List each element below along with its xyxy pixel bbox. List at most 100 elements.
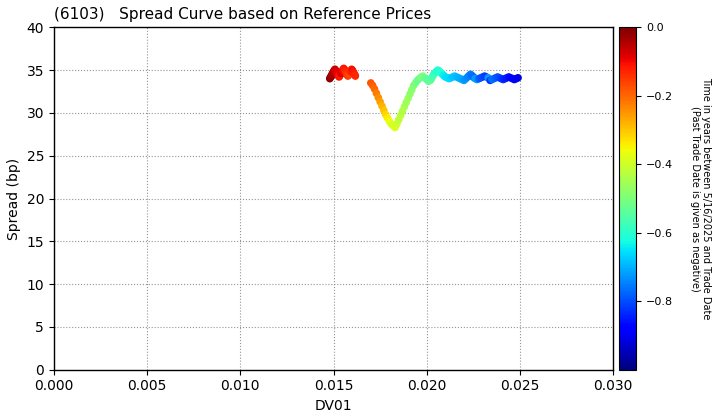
Point: [347, 68, 359, 75]
Point: [324, 75, 336, 82]
Point: [348, 70, 360, 77]
Point: [481, 74, 492, 80]
Point: [349, 73, 361, 79]
Point: [390, 124, 401, 131]
Point: [462, 74, 474, 80]
Point: [437, 71, 449, 78]
Point: [488, 75, 500, 82]
Point: [334, 72, 346, 79]
Point: [331, 69, 343, 76]
Point: [404, 91, 415, 97]
Point: [449, 73, 461, 79]
Point: [343, 70, 355, 77]
Point: [374, 98, 386, 105]
Point: [479, 73, 490, 79]
Point: [330, 67, 341, 74]
Point: [472, 76, 483, 83]
Point: [434, 68, 446, 75]
Point: [469, 74, 480, 81]
Point: [333, 73, 344, 79]
Point: [417, 73, 428, 79]
Point: [445, 74, 456, 81]
Point: [410, 79, 421, 86]
Point: [399, 104, 410, 110]
Point: [332, 71, 343, 78]
Point: [510, 75, 522, 82]
Point: [460, 75, 472, 82]
Point: [467, 74, 479, 80]
Point: [382, 115, 393, 121]
Point: [348, 71, 360, 78]
Point: [339, 67, 351, 74]
Point: [492, 74, 503, 80]
Point: [458, 77, 469, 84]
Point: [346, 67, 358, 74]
Point: [367, 82, 379, 89]
Point: [343, 71, 355, 78]
Point: [325, 74, 336, 80]
Point: [421, 76, 433, 83]
Point: [342, 72, 354, 79]
Point: [463, 73, 474, 79]
Point: [501, 74, 513, 81]
Point: [338, 66, 350, 73]
Point: [490, 74, 501, 81]
Point: [429, 69, 441, 76]
Point: [327, 70, 338, 77]
Point: [426, 74, 438, 80]
Point: [412, 77, 423, 84]
Point: [336, 69, 347, 76]
Point: [477, 74, 488, 80]
Point: [338, 65, 349, 72]
Point: [344, 68, 356, 75]
Point: [337, 67, 348, 74]
Point: [328, 68, 339, 75]
Point: [387, 122, 399, 129]
Point: [393, 116, 405, 123]
Point: [345, 68, 356, 74]
Point: [371, 90, 382, 97]
Point: [426, 75, 437, 82]
Text: (6103)   Spread Curve based on Reference Prices: (6103) Spread Curve based on Reference P…: [54, 7, 431, 22]
Point: [467, 73, 478, 79]
Point: [465, 71, 477, 78]
Point: [505, 74, 516, 81]
Point: [333, 74, 345, 80]
Point: [485, 77, 496, 84]
Point: [498, 76, 509, 83]
Point: [326, 71, 338, 78]
Point: [413, 75, 425, 82]
Point: [330, 68, 341, 74]
Point: [423, 78, 434, 84]
Point: [425, 77, 436, 84]
Point: [415, 74, 427, 80]
Point: [466, 72, 477, 79]
Point: [406, 87, 418, 93]
Point: [432, 67, 444, 74]
Point: [440, 74, 451, 80]
Point: [339, 68, 351, 74]
Point: [447, 74, 459, 80]
Point: [433, 68, 444, 74]
Point: [494, 74, 505, 81]
Point: [333, 72, 344, 79]
Point: [372, 94, 384, 101]
Point: [328, 67, 340, 74]
Point: [344, 69, 356, 76]
Point: [408, 82, 420, 89]
Point: [495, 75, 507, 82]
Point: [464, 72, 475, 79]
Point: [334, 73, 346, 79]
Point: [346, 66, 357, 73]
Point: [340, 68, 351, 75]
Point: [473, 75, 485, 82]
Point: [453, 74, 464, 81]
Point: [397, 108, 408, 115]
Point: [444, 75, 455, 82]
Point: [341, 69, 352, 76]
Point: [482, 74, 494, 81]
Point: [384, 118, 395, 125]
Point: [331, 70, 343, 77]
X-axis label: DV01: DV01: [315, 399, 352, 413]
Point: [342, 73, 354, 79]
